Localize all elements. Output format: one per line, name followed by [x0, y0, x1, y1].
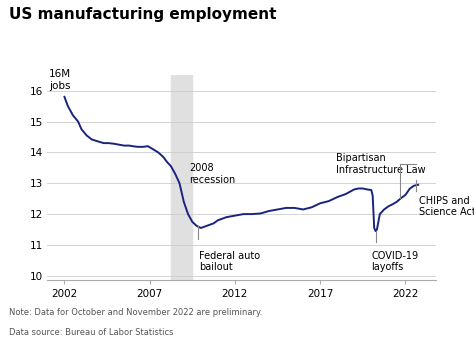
Text: Federal auto
bailout: Federal auto bailout: [199, 250, 260, 272]
Text: Data source: Bureau of Labor Statistics: Data source: Bureau of Labor Statistics: [9, 328, 174, 337]
Text: 16M
jobs: 16M jobs: [49, 69, 71, 91]
Text: US manufacturing employment: US manufacturing employment: [9, 7, 277, 22]
Text: Bipartisan
Infrastructure Law: Bipartisan Infrastructure Law: [336, 153, 425, 175]
Text: Note: Data for October and November 2022 are preliminary.: Note: Data for October and November 2022…: [9, 308, 263, 317]
Text: 2008
recession: 2008 recession: [189, 163, 235, 185]
Bar: [171, 75, 192, 280]
Text: COVID-19
layoffs: COVID-19 layoffs: [371, 250, 419, 272]
Text: CHIPS and
Science Act: CHIPS and Science Act: [419, 196, 474, 217]
